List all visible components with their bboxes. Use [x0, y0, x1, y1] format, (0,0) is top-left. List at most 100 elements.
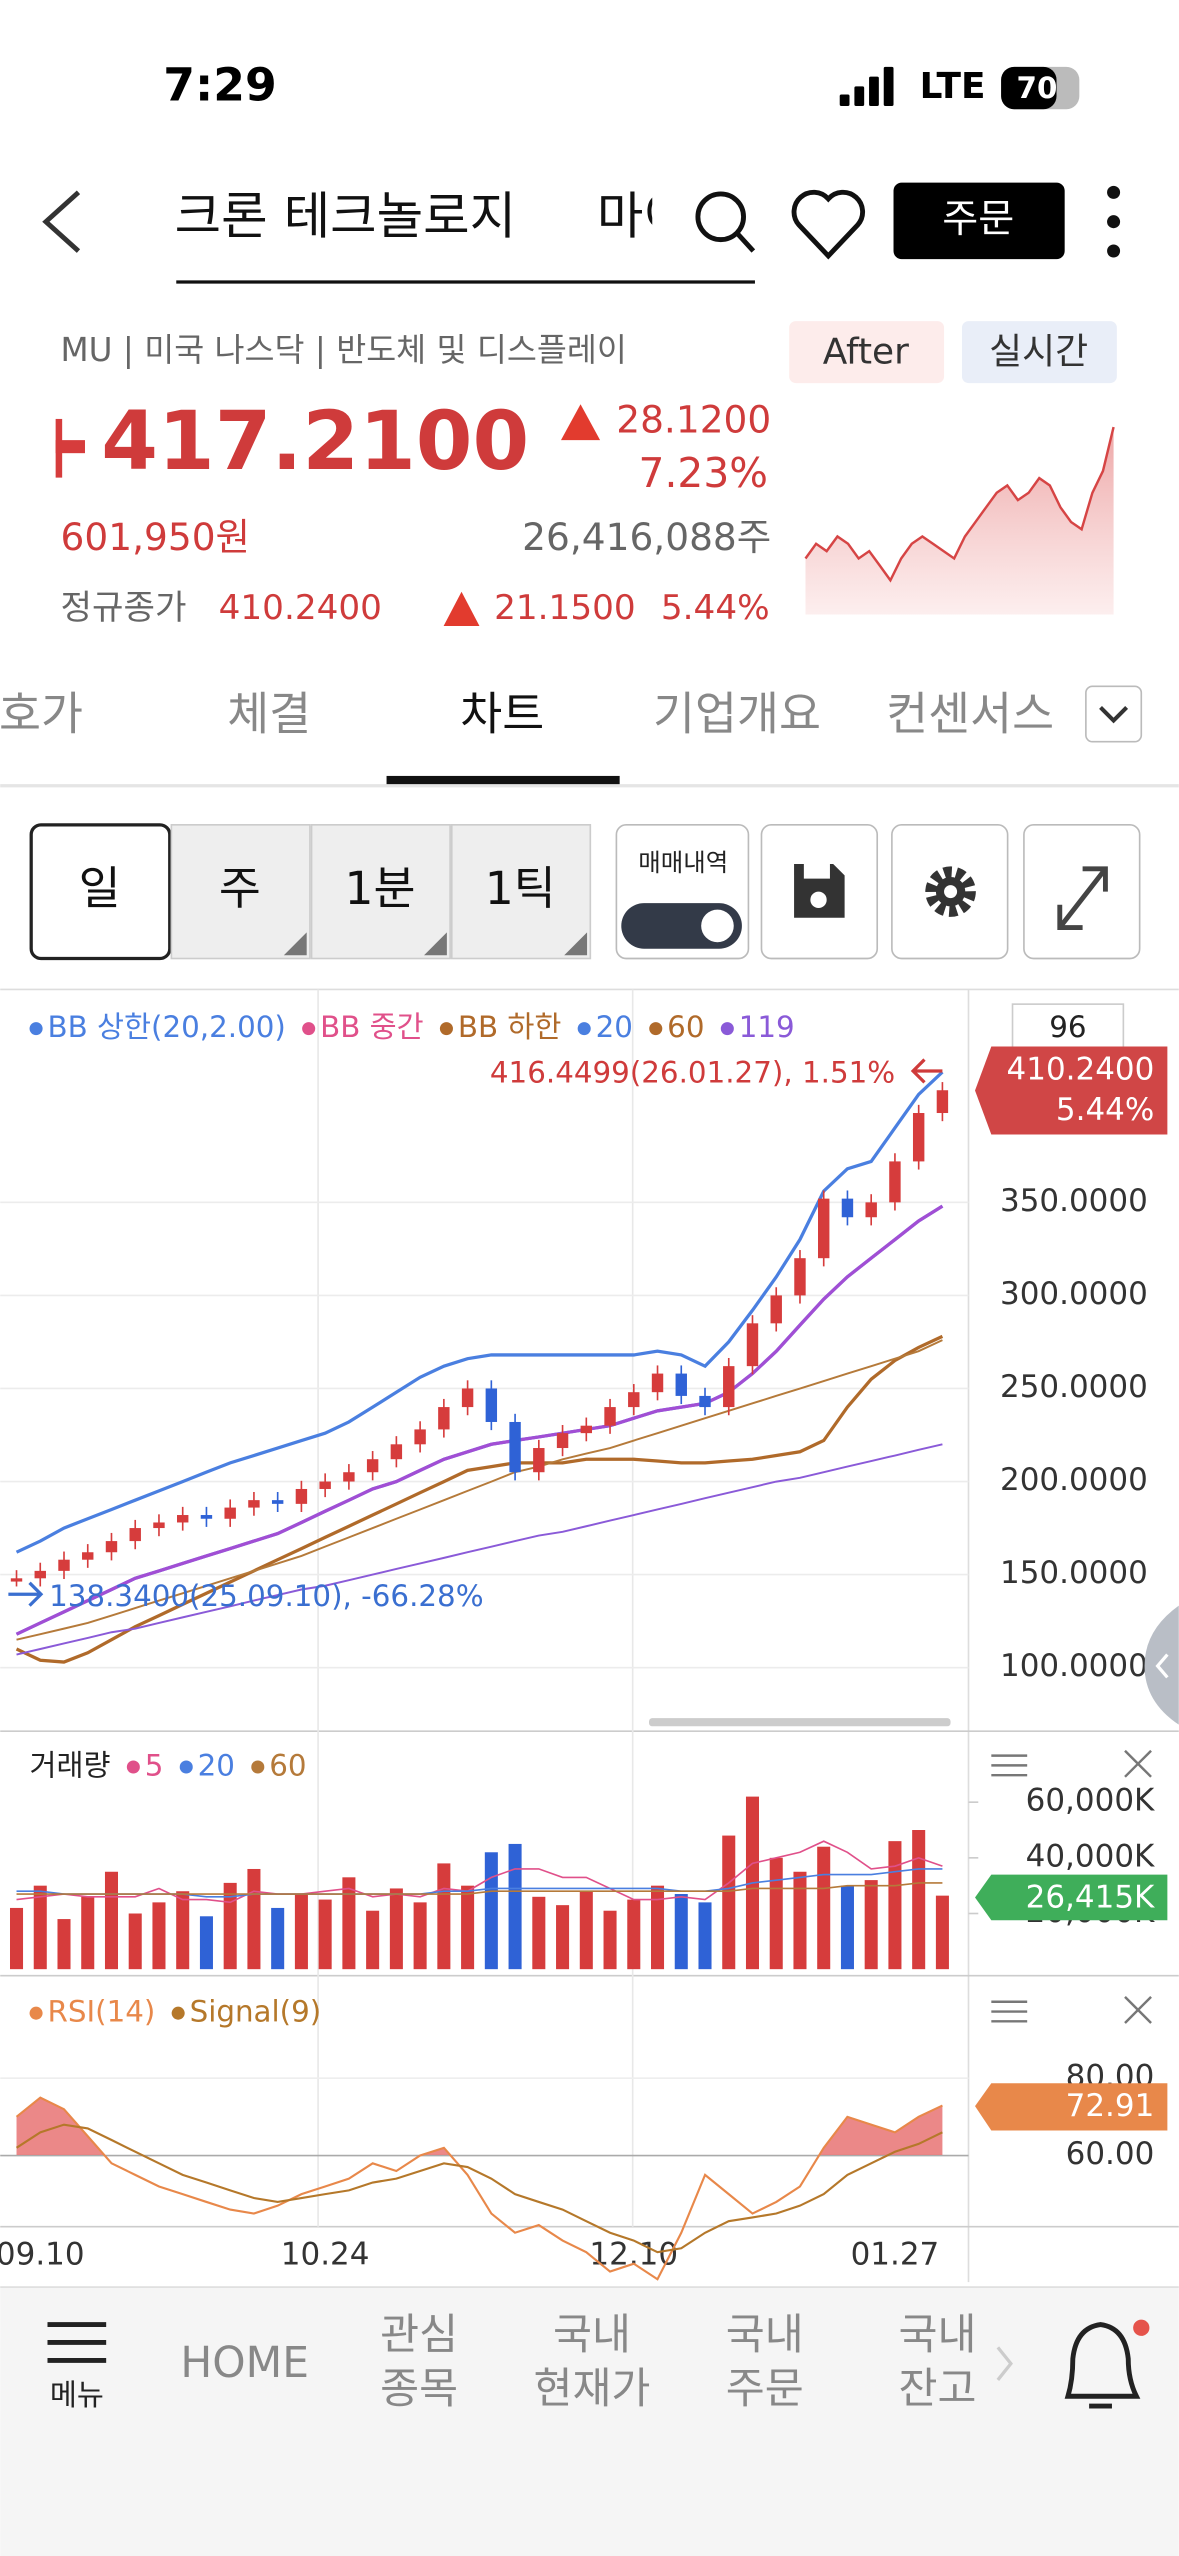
volume-bar [864, 1880, 878, 1970]
nav-label[interactable]: 관심 [380, 2310, 458, 2359]
x-tick-label: 09.10 [0, 2237, 85, 2273]
indicator-line [15, 1334, 944, 1664]
side-handle[interactable] [1144, 1605, 1179, 1725]
period-corner [283, 932, 307, 956]
bell-icon[interactable] [1064, 2322, 1141, 2399]
order-button-label[interactable]: 주문 [942, 197, 1014, 242]
stock-title-repeat: 마이크론 테크놀로지 [597, 187, 1031, 246]
nav-label[interactable]: HOME [180, 2338, 309, 2387]
nav-label[interactable]: 국내 [553, 2310, 631, 2359]
tab[interactable]: 기업개요 [653, 688, 821, 741]
volume-bar [366, 1910, 380, 1970]
period-corner [564, 932, 588, 956]
period-label[interactable]: 주 [219, 862, 261, 915]
status-time: 7:29 [163, 59, 276, 112]
candle [248, 1500, 260, 1508]
nav-label[interactable]: 국내 [899, 2310, 977, 2359]
title-clip: 마이크론 테크놀로지 마이크론 테크놀로지 [176, 187, 1031, 246]
candle [390, 1444, 403, 1460]
tab[interactable]: 체결 [227, 688, 311, 741]
battery-text: 70 [1017, 71, 1058, 105]
volume-bar [294, 1894, 308, 1970]
candle [675, 1373, 687, 1396]
search-icon[interactable] [695, 191, 756, 253]
candle [58, 1559, 70, 1571]
period-button[interactable] [170, 824, 311, 960]
nav-label[interactable]: 현재가 [533, 2364, 650, 2413]
panel-close[interactable] [1124, 1749, 1152, 1778]
nav-label[interactable]: 메뉴 [50, 2378, 104, 2412]
volume-bar [912, 1830, 926, 1970]
tab-bar: 호가 체결 차트 기업개요 컨센서스 [0, 688, 1054, 786]
tab-dropdown[interactable] [1085, 685, 1143, 743]
indicator-line [16, 1339, 943, 1641]
period-button[interactable] [450, 824, 592, 960]
candle [651, 1373, 664, 1393]
menu-icon[interactable] [47, 2322, 107, 2363]
order-button[interactable] [893, 182, 1065, 260]
y-tick-label: 150.0000 [1000, 1555, 1148, 1591]
price-marker-bar [55, 440, 85, 454]
period-button[interactable] [310, 824, 451, 960]
period-label[interactable]: 1틱 [485, 862, 556, 915]
regular-pct: 5.44% [661, 588, 770, 628]
candle [485, 1388, 498, 1422]
current-pct: 5.44% [1056, 1092, 1154, 1128]
panel-menu[interactable] [991, 2000, 1028, 2023]
period-button[interactable] [29, 823, 172, 961]
trade-history-label[interactable]: 매매내역 [638, 848, 728, 877]
candle [295, 1488, 308, 1504]
volume-bar [935, 1895, 949, 1970]
tab-dropdown-icon [1099, 706, 1129, 724]
favorite-icon[interactable] [791, 189, 866, 260]
nav-label[interactable]: 잔고 [899, 2364, 977, 2413]
volume-bar [437, 1863, 451, 1970]
rsi-line [15, 2096, 943, 2281]
volume-bar [840, 1885, 854, 1970]
session-chip-label[interactable]: After [823, 332, 909, 373]
session-chip[interactable] [789, 321, 945, 384]
candle [82, 1552, 94, 1560]
nav-label[interactable]: 국내 [726, 2310, 804, 2359]
volume-bar [318, 1899, 332, 1970]
candle [224, 1507, 236, 1519]
period-label[interactable]: 일 [79, 862, 121, 915]
candle [912, 1113, 925, 1162]
candle [770, 1295, 782, 1324]
tab[interactable]: 차트 [460, 688, 544, 741]
scrollbar[interactable] [648, 1718, 951, 1727]
sparkline [804, 426, 1115, 615]
volume-bar [413, 1902, 427, 1970]
low-arrow [8, 1581, 44, 1607]
panel-menu[interactable] [991, 1754, 1028, 1777]
nav-label[interactable]: 종목 [380, 2364, 458, 2413]
current-rsi: 72.91 [1066, 2088, 1155, 2124]
legend-label: 20 [596, 1010, 633, 1044]
count-box [1011, 1003, 1125, 1051]
volume-bar [152, 1902, 166, 1970]
volume-bar [722, 1835, 736, 1970]
legend-dot [577, 1022, 591, 1036]
tab[interactable]: 호가 [0, 688, 83, 741]
nav-label[interactable]: 주문 [726, 2364, 804, 2413]
candle [200, 1515, 213, 1519]
panel-close[interactable] [1124, 1996, 1152, 2024]
realtime-chip-label[interactable]: 실시간 [989, 332, 1088, 373]
stock-info: MU | 미국 나스닥 | 반도체 및 디스플레이 [61, 331, 627, 369]
volume-bar [698, 1902, 712, 1970]
realtime-chip[interactable] [961, 321, 1117, 384]
candle [509, 1421, 521, 1473]
volume-bar [793, 1871, 807, 1970]
back-button[interactable] [42, 190, 81, 253]
candle [723, 1366, 735, 1408]
period-label[interactable]: 1분 [345, 862, 416, 915]
volume-bar [888, 1841, 902, 1970]
volume-bar [9, 1907, 24, 1970]
candle [794, 1258, 806, 1296]
tab[interactable]: 컨센서스 [886, 688, 1054, 741]
expand-button[interactable] [1023, 824, 1141, 960]
more-icon[interactable] [1107, 185, 1121, 258]
